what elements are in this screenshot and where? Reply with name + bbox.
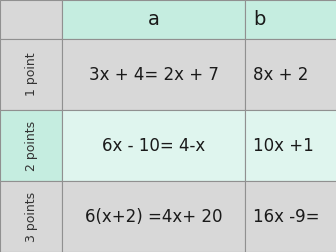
Text: 1 point: 1 point [25,53,38,97]
Text: 2 points: 2 points [25,121,38,171]
Bar [62,181,245,252]
Text: 6x - 10= 4-x: 6x - 10= 4-x [102,137,205,155]
Text: a: a [148,10,160,29]
Bar [245,181,336,252]
Bar [62,39,245,110]
Text: 8x + 2: 8x + 2 [253,66,309,84]
Bar [0,110,62,181]
Text: 3 points: 3 points [25,192,38,242]
Bar [245,110,336,181]
Bar [0,0,62,39]
Bar [245,0,336,39]
Bar [62,0,245,39]
Text: 10x +1: 10x +1 [253,137,314,155]
Bar [0,181,62,252]
Bar [62,110,245,181]
Text: b: b [253,10,266,29]
Text: 3x + 4= 2x + 7: 3x + 4= 2x + 7 [89,66,219,84]
Text: 6(x+2) =4x+ 20: 6(x+2) =4x+ 20 [85,208,222,226]
Bar [0,39,62,110]
Text: 16x -9=: 16x -9= [253,208,320,226]
Bar [245,39,336,110]
